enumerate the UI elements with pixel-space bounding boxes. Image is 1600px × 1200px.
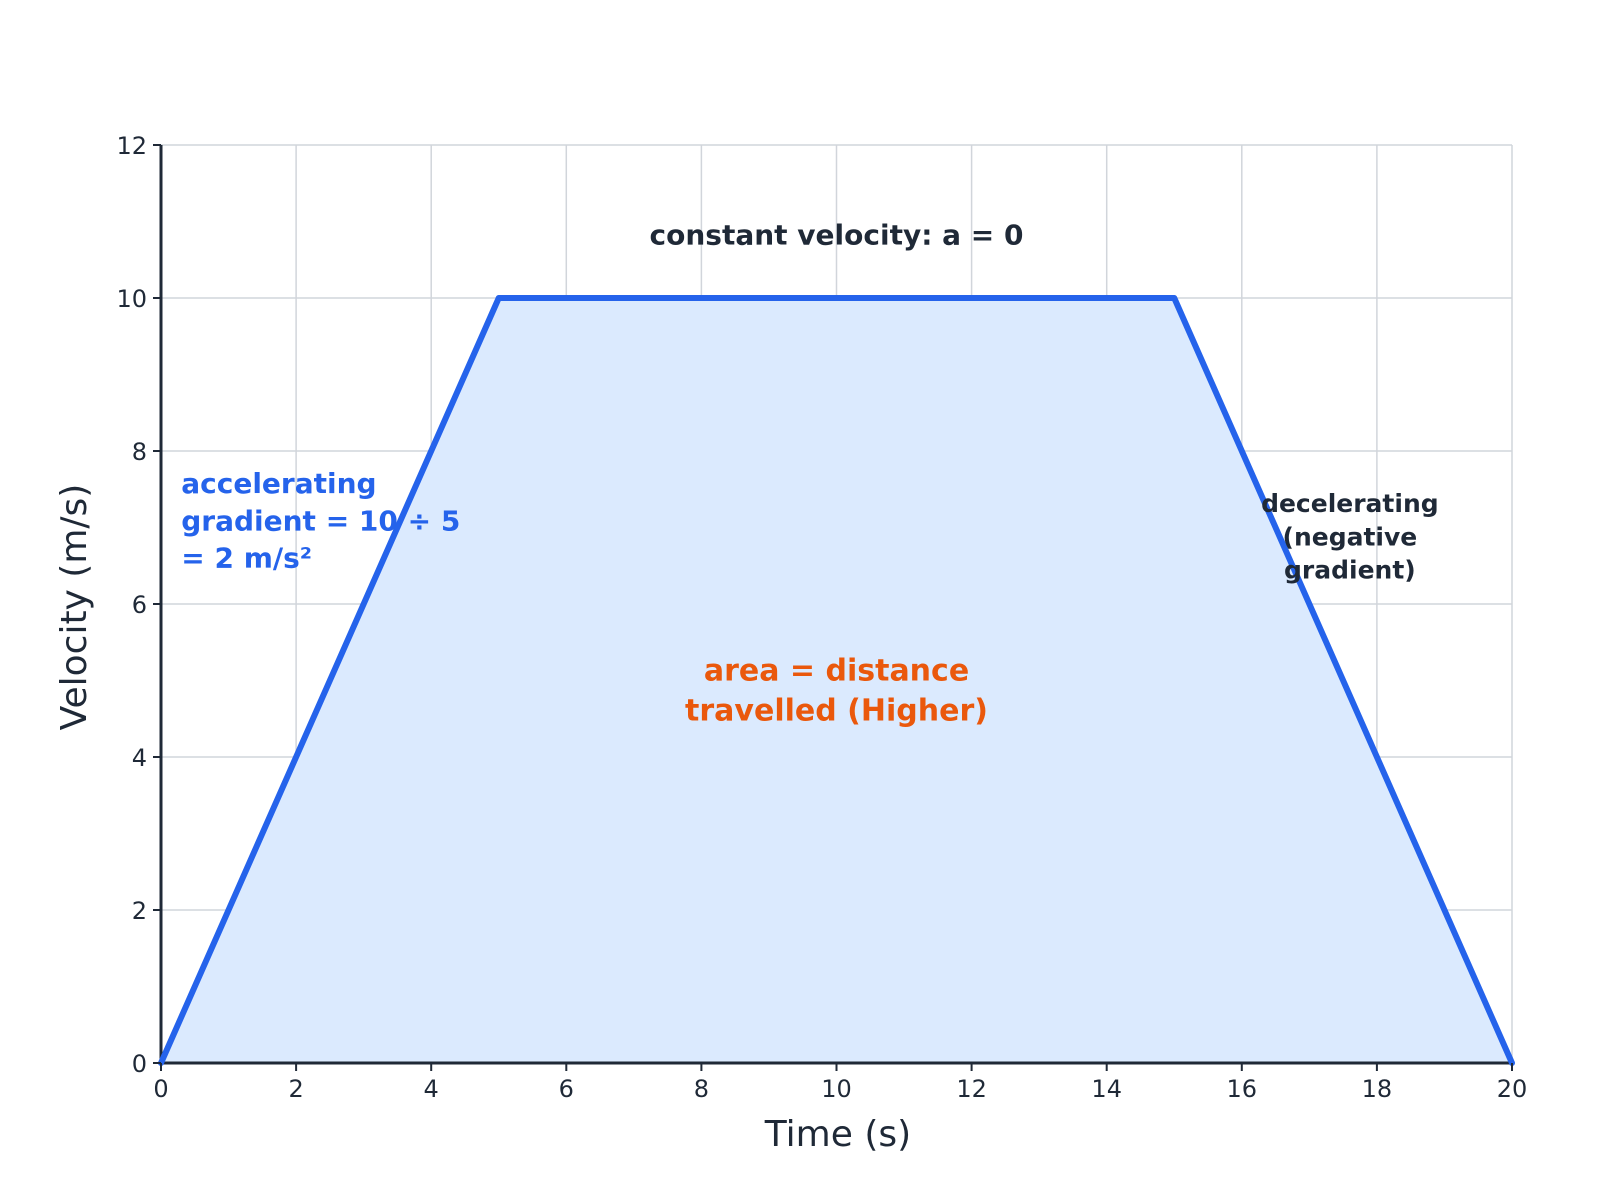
annotation-area: area = distance bbox=[704, 654, 969, 689]
x-tick-label: 4 bbox=[424, 1075, 439, 1103]
annotation-decelerating: gradient) bbox=[1284, 556, 1416, 585]
y-axis-title: Velocity (m/s) bbox=[54, 484, 95, 731]
y-tick-label: 12 bbox=[116, 132, 147, 160]
x-tick-label: 10 bbox=[821, 1075, 852, 1103]
tick-layer: 0 2 4 6 8 10 12 14 16 18 20 0 2 4 6 8 10 12 bbox=[116, 132, 1527, 1103]
x-axis-title: Time (s) bbox=[764, 1114, 911, 1155]
annotation-constant: constant velocity: a = 0 bbox=[650, 218, 1024, 251]
y-tick-label: 6 bbox=[132, 591, 147, 619]
annotation-decelerating: decelerating bbox=[1261, 489, 1439, 518]
y-tick-label: 4 bbox=[132, 744, 147, 772]
velocity-line bbox=[158, 295, 1515, 1066]
y-tick-label: 8 bbox=[132, 438, 147, 466]
x-tick-label: 18 bbox=[1362, 1075, 1393, 1103]
annotation-area: travelled (Higher) bbox=[685, 693, 988, 728]
x-tick-label: 2 bbox=[288, 1075, 303, 1103]
x-tick-label: 8 bbox=[694, 1075, 709, 1103]
area-layer bbox=[161, 298, 1512, 1063]
x-tick-label: 12 bbox=[956, 1075, 987, 1103]
annotation-accelerating: gradient = 10 ÷ 5 bbox=[181, 504, 460, 537]
annotation-accelerating: = 2 m/s² bbox=[181, 542, 312, 575]
x-tick-label: 20 bbox=[1497, 1075, 1528, 1103]
x-tick-label: 0 bbox=[153, 1075, 168, 1103]
annotation-accelerating: accelerating bbox=[181, 467, 376, 500]
annotation-decelerating: (negative bbox=[1283, 522, 1418, 551]
x-tick-label: 6 bbox=[559, 1075, 574, 1103]
x-tick-label: 16 bbox=[1227, 1075, 1258, 1103]
y-tick-label: 10 bbox=[116, 285, 147, 313]
area-fill bbox=[161, 298, 1512, 1063]
y-tick-label: 2 bbox=[132, 897, 147, 925]
y-tick-label: 0 bbox=[132, 1050, 147, 1078]
x-tick-label: 14 bbox=[1091, 1075, 1122, 1103]
annotation-layer: constant velocity: a = 0 accelerating grad… bbox=[181, 218, 1438, 728]
